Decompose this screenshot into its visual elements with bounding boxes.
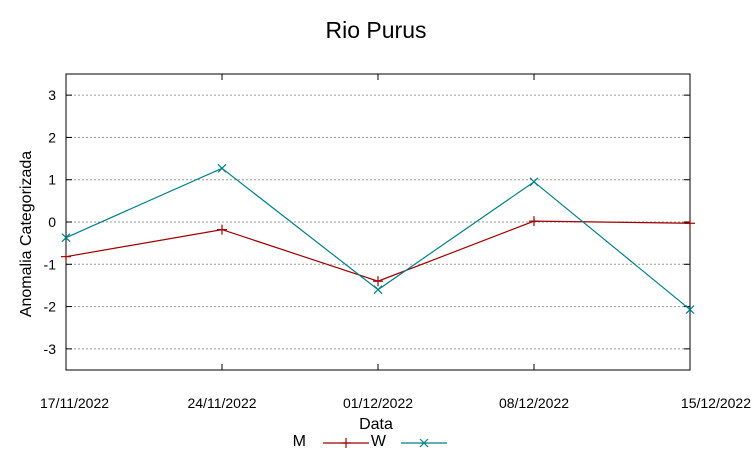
- x-axis-label: Data: [359, 416, 393, 433]
- y-tick-label: 2: [48, 129, 56, 145]
- y-axis-ticks: -3 -2 -1 0 1 2 3: [44, 87, 690, 357]
- data-series: [61, 163, 695, 314]
- y-tick-label: 3: [48, 87, 56, 103]
- data-point-m: [685, 218, 695, 229]
- x-tick-label: 15/12/2022: [681, 395, 751, 411]
- legend-label-m: M: [293, 433, 306, 450]
- data-point-w: [217, 163, 227, 173]
- data-point-w: [61, 233, 71, 243]
- data-point-w: [529, 177, 539, 187]
- y-axis-label: Anomalia Categorizada: [18, 151, 35, 317]
- data-point-m: [61, 251, 71, 262]
- y-tick-label: -3: [44, 341, 57, 357]
- x-axis-ticks: 17/11/2022 24/11/2022 01/12/2022 08/12/2022…: [40, 74, 751, 411]
- series-line-m: [65, 220, 691, 282]
- x-tick-label: 08/12/2022: [499, 395, 569, 411]
- data-point-w: [373, 285, 383, 295]
- data-point-m: [373, 276, 383, 287]
- y-tick-label: 0: [48, 214, 56, 230]
- x-tick-label: 01/12/2022: [343, 395, 413, 411]
- y-tick-label: -1: [44, 256, 57, 272]
- legend-label-w: W: [371, 433, 387, 450]
- x-tick-label: 17/11/2022: [40, 395, 109, 411]
- data-point-w: [685, 305, 695, 314]
- y-tick-label: 1: [48, 172, 56, 188]
- y-tick-label: -2: [44, 299, 57, 315]
- chart-title: Rio Purus: [326, 17, 427, 43]
- series-line-w: [65, 167, 691, 310]
- x-tick-label: 24/11/2022: [187, 395, 256, 411]
- data-point-m: [217, 224, 227, 235]
- legend-marker-m: [341, 438, 351, 448]
- legend-marker-w: [419, 438, 429, 448]
- grid-lines: [66, 94, 690, 350]
- data-point-m: [529, 216, 539, 227]
